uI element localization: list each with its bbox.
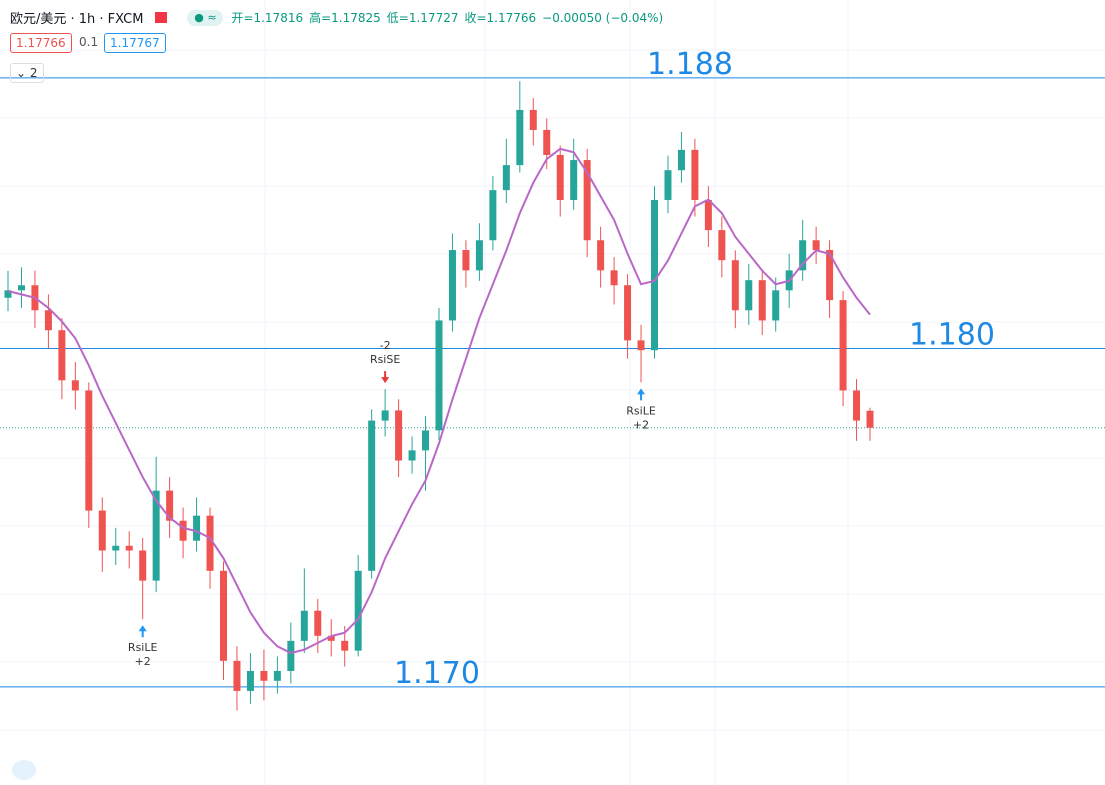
indicator-count: 2	[29, 66, 38, 80]
candle-body	[71, 380, 79, 391]
candle-body	[664, 170, 672, 200]
candle-body	[583, 160, 591, 241]
candle-body	[179, 520, 187, 541]
candle-body	[300, 610, 308, 641]
logo[interactable]	[12, 760, 36, 780]
candle-body	[475, 240, 483, 271]
candle-body	[139, 550, 147, 581]
candle-body	[395, 410, 403, 461]
candle-body	[354, 570, 362, 651]
candle-body	[462, 250, 470, 271]
signal-qty: -2	[380, 339, 391, 352]
spread: 0.1	[79, 35, 99, 49]
flag-icon[interactable]	[155, 12, 168, 23]
moving-average	[7, 147, 871, 655]
candle-body	[704, 199, 712, 231]
header-value: −0.00050 (−0.04%)	[542, 11, 664, 25]
candle-body	[193, 515, 201, 541]
level-label: 1.188	[647, 47, 733, 82]
candle-body	[58, 330, 66, 381]
header-value: 高=1.17825	[309, 11, 381, 25]
candle-body	[637, 340, 645, 351]
symbol-title[interactable]: 欧元/美元 · 1h · FXCM	[10, 12, 144, 27]
signal-arrow	[138, 625, 147, 638]
candle-body	[772, 290, 780, 321]
candle-body	[206, 515, 214, 571]
ask-box[interactable]: 1.17767	[104, 33, 166, 53]
signal-qty: +2	[633, 418, 649, 431]
signal-label: RsiSE	[370, 353, 400, 366]
candle-body	[246, 670, 254, 691]
candle-body	[435, 320, 443, 431]
candle-body	[260, 670, 268, 681]
candle-body	[85, 390, 93, 511]
candle-body	[731, 260, 739, 311]
header-value: 开=1.17816	[231, 11, 304, 25]
chevron: ⌄	[16, 66, 30, 80]
candle-body	[570, 160, 578, 200]
candle-body	[273, 670, 281, 681]
toggle-icon[interactable]: ● ≈	[187, 9, 224, 26]
candle-body	[287, 640, 295, 671]
candle-body	[233, 660, 241, 691]
signal-arrow	[637, 388, 646, 401]
candle-body	[853, 390, 861, 421]
signal-label: RsiLE	[128, 641, 158, 654]
candle-body	[718, 230, 726, 261]
candle-body	[220, 570, 227, 661]
candle-body	[812, 240, 820, 251]
header: 欧元/美元 · 1h · FXCM ● ≈ 开=1.17816 高=1.17825…	[10, 8, 669, 27]
signal-arrow	[381, 371, 390, 384]
candle-body	[166, 490, 174, 521]
candle-body	[866, 410, 874, 428]
candle-body	[98, 510, 106, 551]
candle-body	[624, 285, 632, 341]
header-value: 低=1.17727	[386, 11, 459, 25]
candle-body	[341, 640, 349, 651]
candle-body	[529, 109, 537, 130]
candle-body	[125, 545, 133, 551]
candle-body	[556, 154, 564, 200]
candle-body	[543, 129, 551, 155]
candle-body	[597, 240, 605, 271]
candle-body	[489, 190, 497, 241]
candle-body	[368, 420, 376, 571]
candle-body	[112, 545, 120, 551]
level-label: 1.170	[394, 656, 480, 691]
signal-label: RsiLE	[626, 404, 656, 417]
candle-body	[314, 610, 322, 636]
candle-body	[799, 240, 807, 271]
candle-body	[408, 450, 416, 461]
candle-body	[44, 310, 52, 331]
candle-body	[502, 165, 510, 191]
indicator-toggle[interactable]: ⌄ 2	[10, 63, 44, 83]
candle-body	[4, 290, 12, 298]
candle-body	[839, 300, 847, 391]
candle-body	[516, 109, 524, 166]
header-value: 收=1.17766	[464, 11, 537, 25]
signal-qty: +2	[135, 655, 151, 668]
candle-body	[610, 270, 618, 286]
candle-body	[381, 410, 389, 421]
candle-body	[152, 490, 160, 581]
candle-body	[17, 285, 25, 291]
candle-body	[826, 250, 834, 301]
candle-body	[422, 430, 430, 451]
candle-body	[327, 635, 335, 641]
candle-body	[691, 149, 699, 200]
candle-body	[677, 149, 685, 171]
candle-body	[651, 199, 658, 351]
candle-body	[745, 280, 753, 311]
bid-box[interactable]: 1.17766	[10, 33, 72, 53]
candle-body	[448, 250, 456, 321]
level-label: 1.180	[909, 318, 995, 353]
candle-body	[758, 280, 766, 321]
ohlc-values: 开=1.17816 高=1.17825 低=1.17727 收=1.17766 −0.0…	[231, 9, 669, 26]
